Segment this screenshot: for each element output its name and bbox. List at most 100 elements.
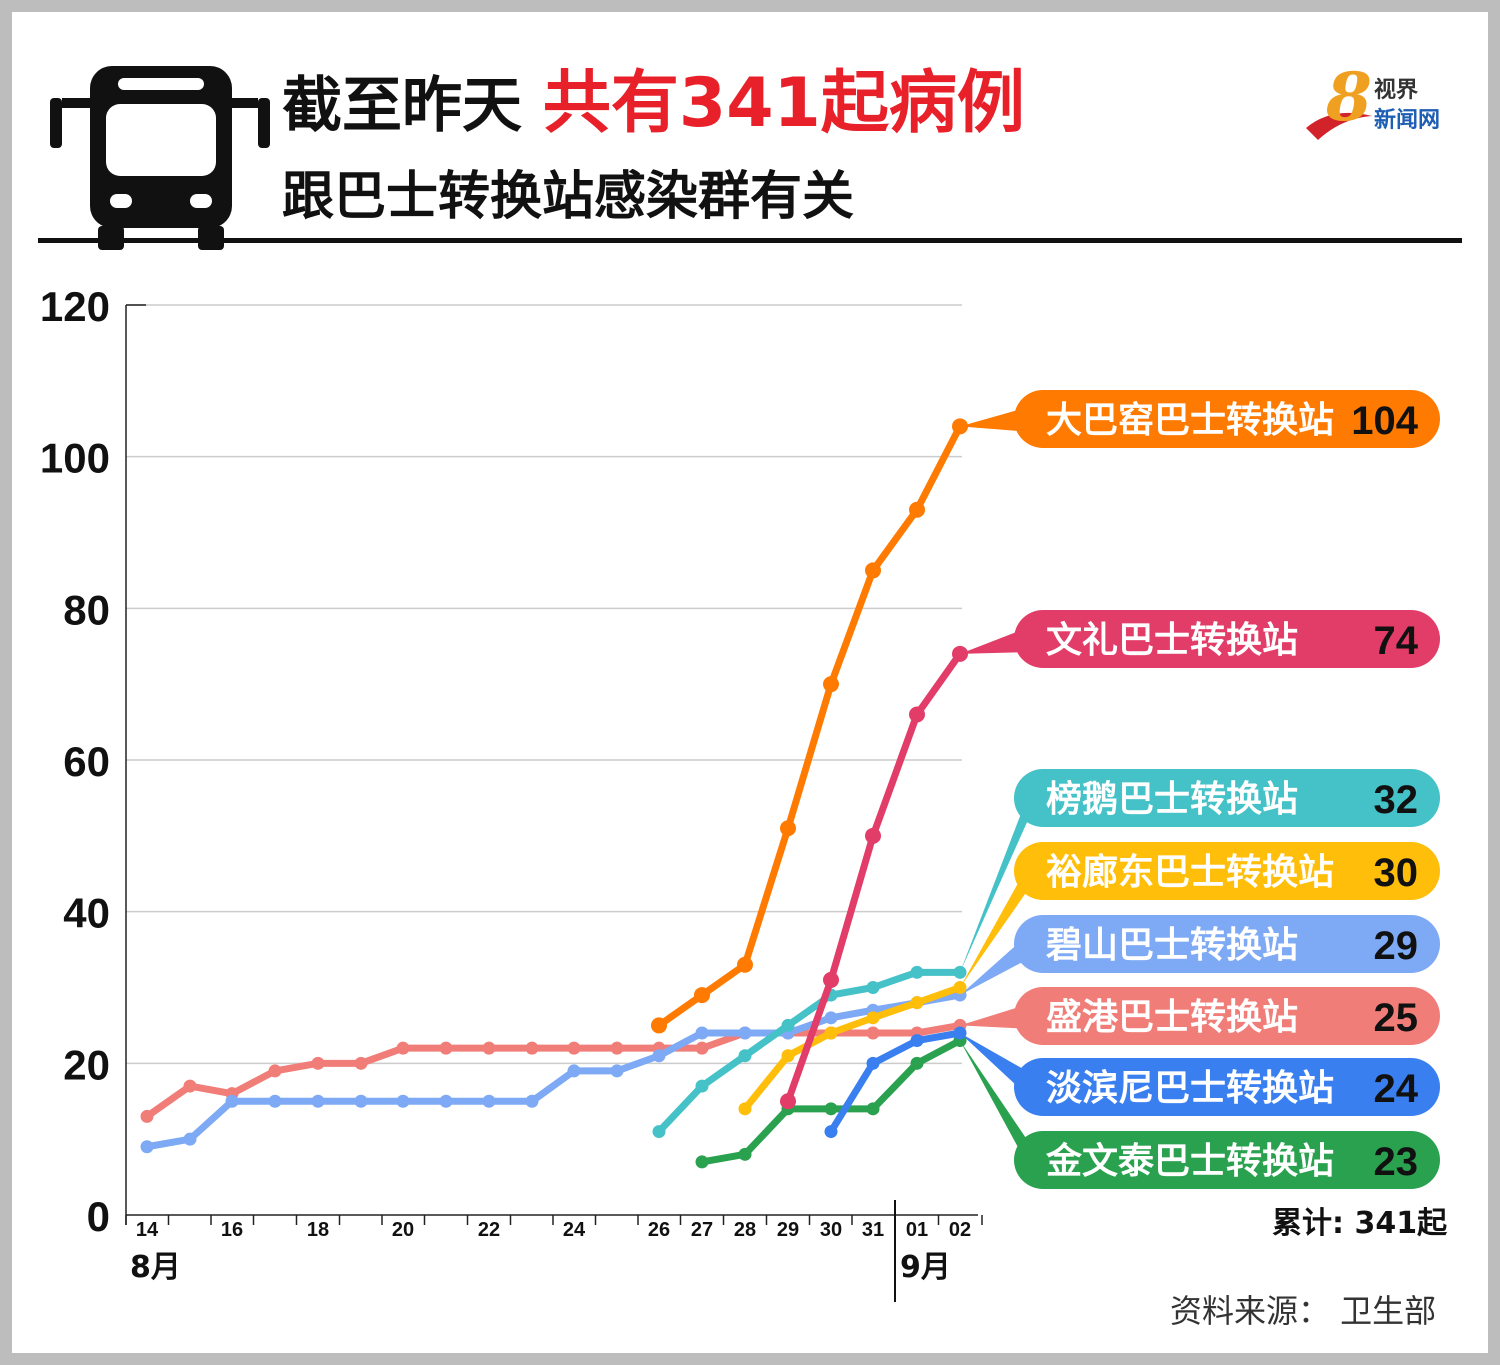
series-name-label: 淡滨尼巴士转换站 [1046, 1068, 1334, 1109]
series-4 [738, 981, 967, 1116]
data-point [396, 1094, 410, 1108]
x-tick-label: 31 [862, 1219, 884, 1241]
series-label-7: 淡滨尼巴士转换站 24 [1014, 1058, 1440, 1116]
series-label-4: 裕廊东巴士转换站 30 [1014, 842, 1440, 900]
series-value-label: 104 [1351, 399, 1418, 443]
series-value-label: 23 [1374, 1140, 1419, 1184]
x-tick-label: 24 [563, 1219, 586, 1241]
data-point [695, 1155, 709, 1169]
data-point [865, 562, 881, 579]
label-connector [960, 858, 1032, 988]
label-pill [1014, 915, 1440, 973]
label-connector [960, 785, 1032, 973]
label-connector [960, 406, 1032, 432]
data-point [439, 1094, 453, 1108]
data-point [866, 1056, 880, 1070]
data-point [824, 1011, 838, 1025]
data-point [866, 1011, 880, 1025]
series-name-label: 碧山巴士转换站 [1046, 925, 1298, 966]
series-name-label: 盛港巴士转换站 [1046, 997, 1298, 1038]
connector-layer [960, 406, 1032, 1173]
x-tick-label: 30 [820, 1219, 842, 1241]
series-7 [824, 1026, 967, 1139]
data-point [952, 645, 968, 662]
data-point [953, 1026, 967, 1040]
label-connector [960, 931, 1032, 996]
data-point [183, 1132, 197, 1146]
x-tick-label: 14 [136, 1219, 159, 1241]
label-pill [1014, 1131, 1440, 1189]
title-line-2: 跟巴士转换站感染群有关 [282, 167, 855, 227]
x-tick-label: 01 [906, 1219, 928, 1241]
data-point [952, 418, 968, 435]
logo-text-line1: 视界 [1374, 78, 1419, 103]
data-point [396, 1041, 410, 1055]
infographic-frame: 截至昨天 共有341起病例 跟巴士转换站感染群有关 8 视界 新闻网 0 20 40… [12, 12, 1488, 1353]
data-point [738, 1026, 752, 1040]
series-label-5: 碧山巴士转换站 29 [1014, 915, 1440, 973]
series-label-2: 文礼巴士转换站 74 [1014, 610, 1440, 668]
series-value-label: 24 [1374, 1067, 1419, 1111]
data-point [694, 987, 710, 1004]
series-line [827, 1029, 964, 1136]
data-point [695, 1041, 709, 1055]
series-value-label: 32 [1374, 778, 1419, 822]
data-point [695, 1079, 709, 1093]
data-point [525, 1094, 539, 1108]
x-tick-label: 22 [478, 1219, 500, 1241]
logo-text-line2: 新闻网 [1374, 108, 1441, 133]
x-tick-label: 20 [392, 1219, 414, 1241]
series-line [143, 991, 964, 1151]
x-tick-label: 18 [307, 1219, 329, 1241]
x-tick-label: 26 [648, 1219, 670, 1241]
x-tick-label: 16 [221, 1219, 243, 1241]
source-credit: 资料来源： 卫生部 [1170, 1292, 1437, 1330]
data-point [738, 1049, 752, 1063]
title-highlight: 共有341起病例 [542, 64, 1025, 143]
series-layer [140, 418, 968, 1169]
data-point [910, 1034, 924, 1048]
y-tick-label: 0 [87, 1193, 110, 1240]
title-line-1: 截至昨天 共有341起病例 [282, 64, 1025, 146]
data-point [780, 1093, 796, 1110]
data-point [183, 1079, 197, 1093]
data-point [651, 1017, 667, 1034]
series-line [655, 968, 964, 1136]
label-connector [960, 626, 1032, 654]
data-point [824, 1102, 838, 1116]
data-point [909, 501, 925, 518]
data-point [866, 1026, 880, 1040]
data-point [482, 1041, 496, 1055]
series-value-label: 25 [1374, 996, 1419, 1040]
data-point [311, 1094, 325, 1108]
series-line [655, 422, 964, 1029]
label-pill [1014, 610, 1440, 668]
data-point [652, 1125, 666, 1139]
data-point [140, 1109, 154, 1123]
month-label-aug: 8月 [130, 1250, 181, 1285]
series-name-label: 金文泰巴士转换站 [1045, 1140, 1334, 1182]
series-value-label: 30 [1374, 851, 1419, 895]
data-point [781, 1049, 795, 1063]
data-point [910, 996, 924, 1010]
data-point [823, 676, 839, 693]
data-point [695, 1026, 709, 1040]
label-pill [1014, 769, 1440, 827]
data-point [738, 1147, 752, 1161]
header-divider [38, 238, 1462, 243]
data-point [953, 965, 967, 979]
month-label-sep: 9月 [900, 1250, 951, 1285]
data-point [910, 1056, 924, 1070]
data-point [225, 1094, 239, 1108]
data-point [953, 981, 967, 994]
data-point [738, 1102, 752, 1116]
grid-layer [126, 304, 962, 1065]
data-point [610, 1064, 624, 1078]
title-part1: 截至昨天 [282, 71, 522, 141]
data-point [781, 1018, 795, 1032]
data-point [824, 1026, 838, 1040]
data-point [311, 1056, 325, 1070]
data-point [866, 981, 880, 994]
